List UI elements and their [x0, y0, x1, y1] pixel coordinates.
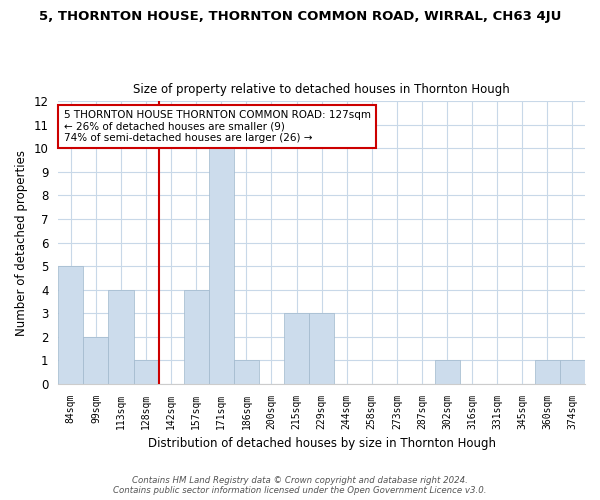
- Bar: [284, 313, 309, 384]
- Y-axis label: Number of detached properties: Number of detached properties: [15, 150, 28, 336]
- Bar: [434, 360, 460, 384]
- Bar: [184, 290, 209, 384]
- Bar: [83, 336, 109, 384]
- X-axis label: Distribution of detached houses by size in Thornton Hough: Distribution of detached houses by size …: [148, 437, 496, 450]
- Bar: [535, 360, 560, 384]
- Bar: [234, 360, 259, 384]
- Text: Contains HM Land Registry data © Crown copyright and database right 2024.
Contai: Contains HM Land Registry data © Crown c…: [113, 476, 487, 495]
- Bar: [309, 313, 334, 384]
- Bar: [58, 266, 83, 384]
- Bar: [209, 148, 234, 384]
- Bar: [560, 360, 585, 384]
- Text: 5 THORNTON HOUSE THORNTON COMMON ROAD: 127sqm
← 26% of detached houses are small: 5 THORNTON HOUSE THORNTON COMMON ROAD: 1…: [64, 110, 371, 143]
- Text: 5, THORNTON HOUSE, THORNTON COMMON ROAD, WIRRAL, CH63 4JU: 5, THORNTON HOUSE, THORNTON COMMON ROAD,…: [39, 10, 561, 23]
- Bar: [134, 360, 158, 384]
- Title: Size of property relative to detached houses in Thornton Hough: Size of property relative to detached ho…: [133, 83, 510, 96]
- Bar: [109, 290, 134, 384]
